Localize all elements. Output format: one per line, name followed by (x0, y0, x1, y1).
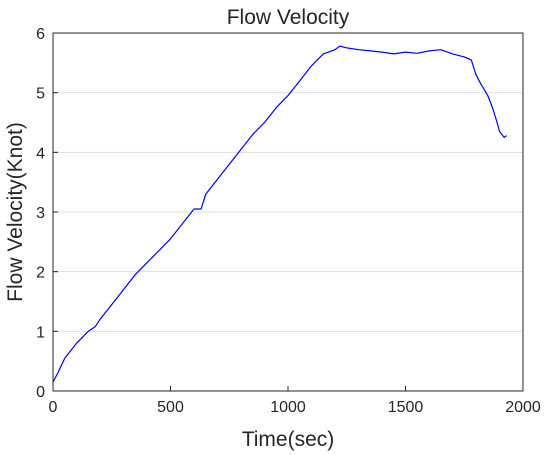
x-axis-ticks: 0 500 1000 1500 2000 (49, 386, 541, 416)
y-tick-label: 3 (36, 205, 45, 222)
x-tick-label: 2000 (505, 399, 541, 416)
chart-title: Flow Velocity (227, 6, 350, 29)
x-tick-label: 0 (49, 399, 58, 416)
y-tick-label: 0 (36, 384, 45, 401)
plot-area (52, 45, 507, 383)
y-tick-label: 1 (36, 324, 45, 341)
grid-lines (53, 92, 523, 332)
x-tick-label: 500 (157, 399, 184, 416)
y-tick-label: 2 (36, 265, 45, 282)
series-line (52, 45, 507, 383)
y-tick-label: 4 (36, 145, 45, 162)
y-axis-ticks: 0 1 2 3 4 5 6 (36, 26, 58, 401)
y-tick-label: 5 (36, 86, 45, 103)
x-tick-label: 1000 (270, 399, 306, 416)
x-axis-label: Time(sec) (242, 428, 335, 451)
y-tick-label: 6 (36, 26, 45, 43)
x-tick-label: 1500 (388, 399, 424, 416)
y-axis-label: Flow Velocity(Knot) (4, 122, 27, 302)
